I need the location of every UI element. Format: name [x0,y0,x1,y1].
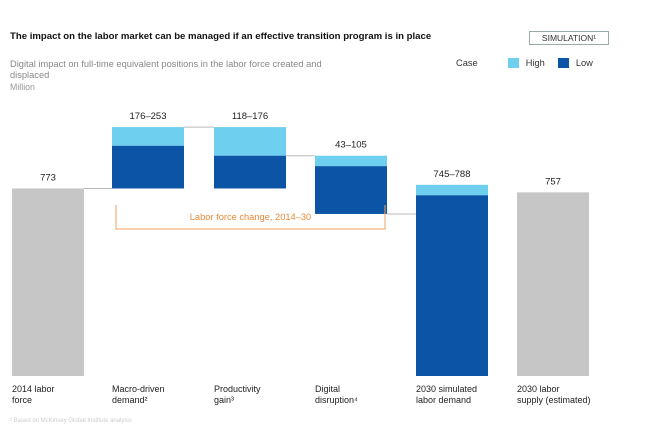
legend-low-swatch [557,58,569,68]
legend-high-label: High [525,58,545,68]
chart-title: The impact on the labor market can be ma… [10,31,432,42]
value-label-4: 43–105 [335,140,367,151]
labor-change-label: Labor force change, 2014–30 [190,212,311,222]
value-label-2: 176–253 [130,111,167,122]
value-label-1: 773 [40,172,56,183]
category-label-5-line-1: 2030 simulated [416,384,477,394]
category-label-3-line-2: gain³ [214,395,234,405]
legend-high-swatch [507,58,519,68]
category-label-4-line-2: disruption⁴ [315,395,358,405]
bar-2014-labor-force [12,188,84,376]
legend-low-label: Low [575,58,593,68]
footnote: ¹ Based on McKinsey Global Institute ana… [10,418,132,424]
bar-productivity-high [214,127,286,156]
bar-macro-low [112,145,184,189]
simulation-badge: SIMULATION¹ [529,31,609,45]
bar-2030-demand-low [416,195,488,376]
category-label-6-line-1: 2030 labor [517,384,560,394]
bar-productivity-low [214,155,286,189]
category-label-1-line-1: 2014 labor [12,384,55,394]
value-label-3: 118–176 [232,111,268,122]
category-label-4-line-1: Digital [315,384,340,394]
bar-macro-high [112,127,184,146]
unit-label: Million [10,82,35,92]
category-label-2-line-1: Macro-driven [112,384,165,394]
category-label-2-line-2: demand² [112,395,148,405]
labor-change-bracket [115,205,386,230]
legend: Case High Low [456,58,593,68]
legend-case-label: Case [456,58,478,68]
category-label-1-line-2: force [12,395,32,405]
bar-2030-supply [517,192,589,376]
category-label-5-line-2: labor demand [416,395,471,405]
value-label-6: 757 [545,176,561,187]
bar-digital-high [315,155,387,167]
chart-subtitle: Digital impact on full-time equivalent p… [10,59,322,80]
bar-digital-low [315,166,387,214]
category-label-3-line-1: Productivity [214,384,261,394]
bar-2030-demand-high [416,184,488,196]
category-label-6-line-2: supply (estimated) [517,395,591,405]
value-label-5: 745–788 [434,169,471,180]
